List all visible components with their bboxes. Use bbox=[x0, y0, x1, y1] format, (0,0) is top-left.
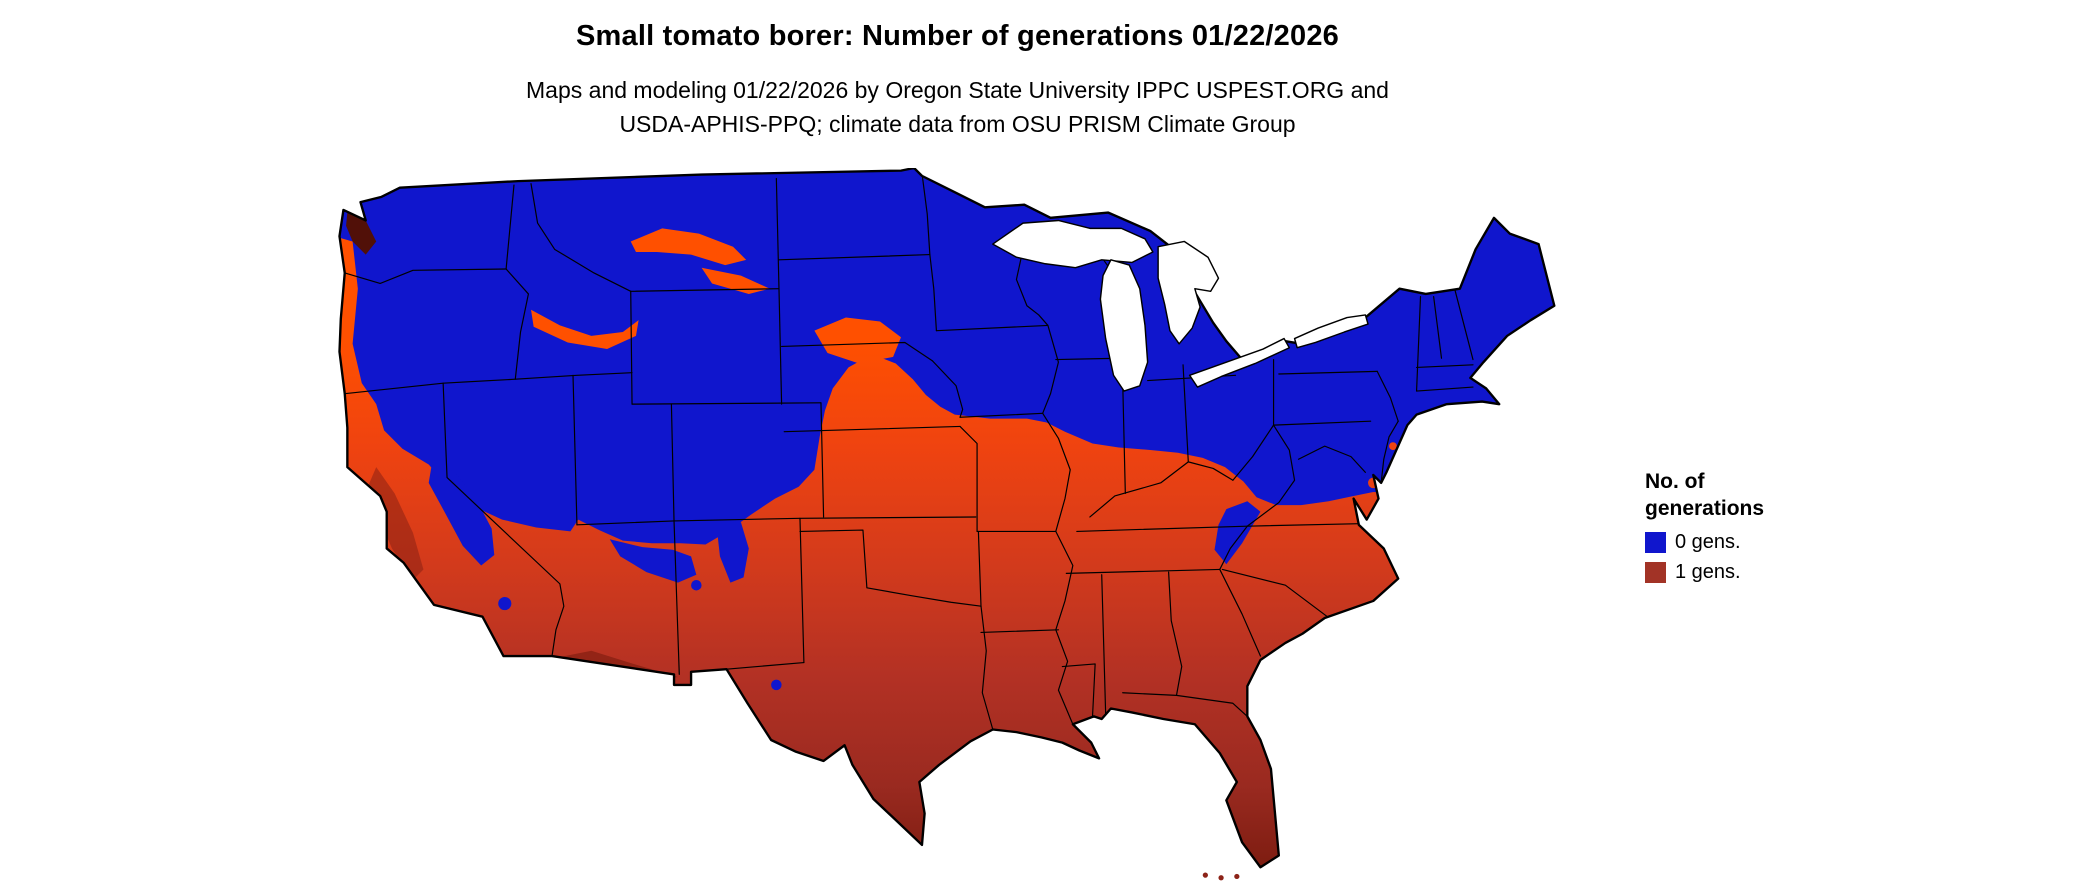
zero-generations-patch-new-mexico-rockies bbox=[717, 519, 749, 583]
lake-erie bbox=[1188, 337, 1291, 388]
legend-item-0gens: 0 gens. bbox=[1645, 531, 1764, 554]
dark-patch-puget-lowland bbox=[346, 212, 377, 255]
map-fill-layers bbox=[339, 168, 1555, 868]
legend-title-line-2: generations bbox=[1645, 497, 1765, 520]
us-map-container bbox=[308, 166, 1574, 883]
legend: No. of generations 0 gens. 1 gens. bbox=[1645, 468, 1764, 591]
figure-title: Small tomato borer: Number of generation… bbox=[575, 20, 1339, 52]
one-generation-patch-montana-2 bbox=[701, 267, 770, 294]
legend-title: No. of generations bbox=[1645, 468, 1764, 522]
subtitle-line-1: Maps and modeling 01/22/2026 by Oregon S… bbox=[526, 77, 1389, 103]
lake-michigan bbox=[1099, 259, 1149, 392]
one-generation-patch-new-jersey bbox=[1389, 442, 1397, 451]
great-lakes bbox=[992, 219, 1369, 392]
legend-label-1gens: 1 gens. bbox=[1675, 561, 1741, 583]
zero-generations-dot-white-mountains bbox=[691, 579, 702, 591]
legend-item-1gens: 1 gens. bbox=[1645, 561, 1764, 584]
zero-generations-dot-west-texas bbox=[771, 679, 782, 691]
state-borders bbox=[344, 172, 1474, 731]
one-generation-patch-montana-1 bbox=[630, 228, 747, 266]
legend-label-0gens: 0 gens. bbox=[1675, 531, 1741, 553]
us-generations-map bbox=[338, 166, 1556, 881]
one-generation-patch-south-dakota bbox=[814, 317, 901, 364]
zero-generations-dot-socal-mountains bbox=[498, 596, 512, 611]
florida-keys bbox=[1202, 872, 1240, 881]
subtitle-line-2: USDA-APHIS-PPQ; climate data from OSU PR… bbox=[619, 111, 1296, 137]
figure-header: Small tomato borer: Number of generation… bbox=[0, 20, 1915, 141]
zero-generations-patch-north-arizona bbox=[609, 539, 697, 583]
dark-patch-central-valley bbox=[368, 467, 424, 580]
lake-superior bbox=[992, 219, 1154, 269]
legend-swatch-1gens bbox=[1645, 562, 1666, 583]
lake-huron bbox=[1157, 240, 1220, 345]
zero-generations-patch-sierra-nevada bbox=[428, 459, 495, 566]
lake-ontario bbox=[1293, 314, 1369, 349]
legend-title-line-1: No. of bbox=[1645, 470, 1705, 493]
legend-swatch-0gens bbox=[1645, 532, 1666, 553]
figure-subtitle: Maps and modeling 01/22/2026 by Oregon S… bbox=[0, 73, 1915, 141]
zero-generations-patch-blue-ridge bbox=[1214, 501, 1261, 565]
one-generation-patch-snake-river bbox=[531, 309, 639, 350]
